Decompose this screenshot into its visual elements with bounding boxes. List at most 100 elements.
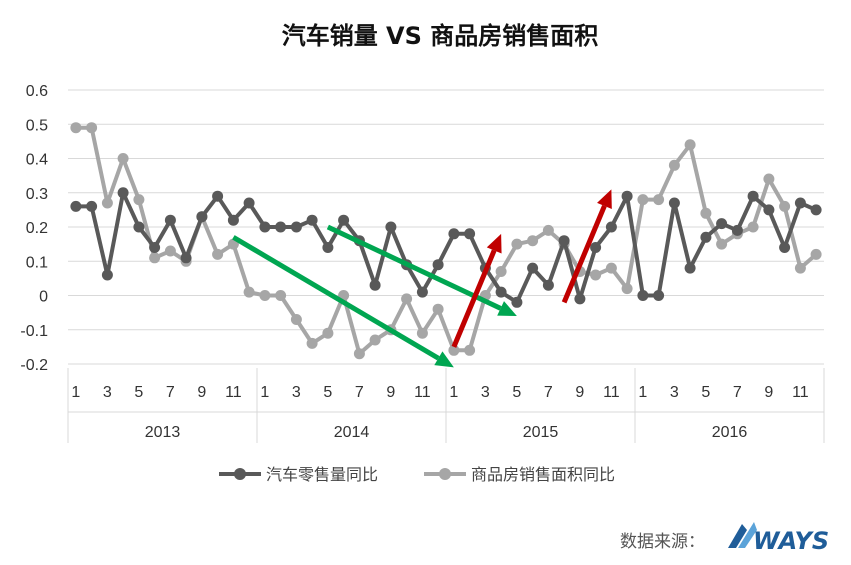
data-point — [448, 344, 460, 356]
arrow-shaft — [232, 235, 440, 361]
data-point — [810, 248, 822, 260]
source-credit: 数据来源： WAYS — [620, 522, 829, 555]
x-tick-label: 3 — [481, 384, 490, 401]
x-tick-label: 9 — [197, 384, 206, 401]
data-point — [306, 337, 318, 349]
data-point — [747, 221, 759, 233]
data-point — [668, 159, 680, 171]
legend-label-house: 商品房销售面积同比 — [471, 465, 615, 484]
x-tick-label: 9 — [764, 384, 773, 401]
x-tick-label: 1 — [449, 384, 458, 401]
data-point — [716, 238, 728, 250]
data-point — [731, 224, 743, 236]
data-point — [605, 262, 617, 274]
legend-item-car: 汽车零售量同比 — [219, 465, 378, 484]
x-tick-label: 3 — [292, 384, 301, 401]
data-point — [101, 197, 113, 209]
data-point — [621, 283, 633, 295]
data-point — [290, 314, 302, 325]
data-point — [794, 197, 806, 209]
trend-arrow — [561, 189, 612, 304]
x-tick-label: 11 — [792, 384, 809, 401]
data-point — [542, 279, 554, 291]
arrow-head — [497, 301, 517, 317]
data-point — [432, 259, 444, 271]
trend-arrow — [232, 235, 454, 368]
data-point — [385, 221, 397, 233]
legend-marker-house — [439, 468, 451, 480]
data-point — [259, 290, 271, 301]
y-tick-label: 0.4 — [26, 152, 48, 169]
data-point — [558, 235, 570, 247]
data-point — [290, 221, 302, 233]
x-tick-label: 11 — [225, 384, 242, 401]
year-label: 2014 — [334, 424, 370, 441]
data-point — [495, 266, 507, 277]
legend-item-house: 商品房销售面积同比 — [424, 465, 615, 484]
data-point — [243, 286, 255, 298]
data-point — [700, 207, 712, 219]
y-axis-ticks: 0.6 0.5 0.4 0.3 0.2 0.1 0 -0.1 -0.2 — [20, 83, 48, 374]
data-point — [416, 327, 428, 339]
data-point — [747, 190, 759, 202]
data-point — [369, 279, 381, 291]
data-point — [495, 286, 507, 298]
data-point — [164, 245, 176, 257]
arrow-shaft — [561, 204, 607, 304]
data-point — [432, 303, 444, 315]
x-tick-label: 3 — [103, 384, 112, 401]
x-tick-label: 1 — [260, 384, 269, 401]
data-point — [164, 214, 176, 226]
gridlines — [68, 89, 824, 365]
data-point — [716, 218, 728, 230]
data-point — [684, 139, 696, 151]
x-tick-label: 7 — [355, 384, 364, 401]
arrow-head — [434, 351, 454, 368]
legend-marker-car — [234, 468, 246, 480]
data-point — [779, 242, 791, 253]
y-tick-label: 0.5 — [26, 117, 48, 134]
arrow-shaft — [451, 249, 497, 348]
data-point — [369, 334, 381, 346]
data-point — [212, 190, 224, 202]
data-point — [684, 262, 696, 274]
x-tick-label: 1 — [638, 384, 647, 401]
data-point — [133, 221, 145, 233]
data-point — [448, 228, 460, 240]
data-point — [527, 262, 539, 274]
data-point — [275, 290, 287, 301]
series-car-sales — [70, 187, 822, 308]
data-point — [511, 296, 523, 308]
ways-logo-icon — [728, 522, 757, 548]
data-point — [227, 214, 239, 226]
x-tick-label: 5 — [323, 384, 332, 401]
data-point — [794, 262, 806, 274]
brand-name: WAYS — [753, 527, 829, 555]
trend-arrow — [326, 224, 517, 317]
data-point — [700, 231, 712, 243]
x-tick-label: 5 — [134, 384, 143, 401]
data-point — [668, 197, 680, 209]
data-point — [637, 290, 649, 301]
data-point — [306, 214, 318, 226]
data-point — [527, 235, 539, 247]
data-point — [101, 269, 113, 281]
x-tick-label: 7 — [544, 384, 553, 401]
y-tick-label: -0.1 — [20, 323, 48, 340]
x-tick-label: 5 — [701, 384, 710, 401]
data-point — [212, 248, 224, 260]
x-tick-label: 5 — [512, 384, 521, 401]
data-point — [70, 200, 82, 212]
data-point — [149, 242, 161, 253]
trend-arrows — [232, 189, 612, 368]
data-point — [353, 348, 365, 360]
series-layer — [70, 122, 822, 360]
x-tick-label: 7 — [166, 384, 175, 401]
x-tick-label: 3 — [670, 384, 679, 401]
data-point — [763, 173, 775, 185]
data-point — [542, 224, 554, 236]
y-tick-label: 0.6 — [26, 83, 48, 100]
data-point — [149, 252, 161, 264]
arrow-head — [597, 189, 612, 210]
y-tick-label: 0 — [39, 289, 48, 306]
